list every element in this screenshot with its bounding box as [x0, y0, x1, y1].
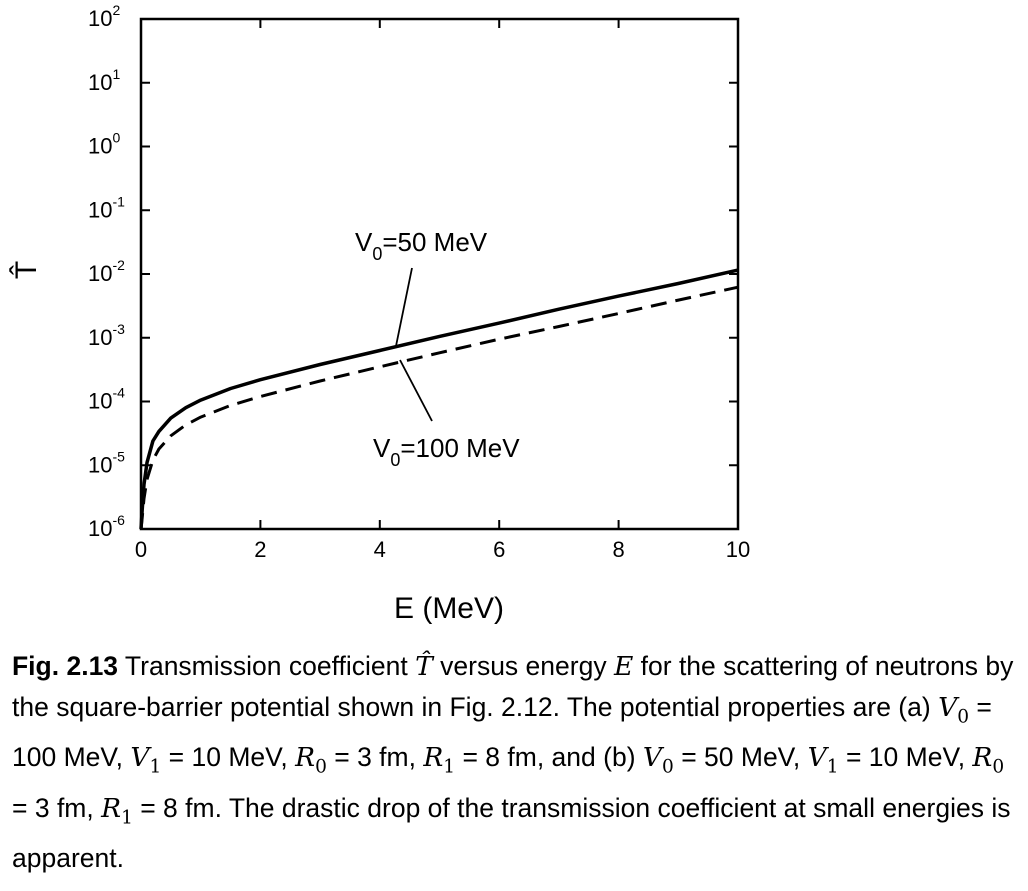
- series-label-v0-100: V0=100 MeV: [373, 433, 520, 470]
- y-tick-label: 102: [88, 2, 120, 31]
- leader-line-v0-50: [395, 267, 413, 347]
- y-tick-label: 10-5: [88, 448, 125, 477]
- x-axis-ticks: 0 2 4 6 8 10: [135, 19, 750, 562]
- y-tick-label: 10-3: [88, 321, 125, 350]
- leader-line-v0-100: [399, 359, 433, 422]
- series-layer: [139, 268, 739, 530]
- figure-caption: Fig. 2.13 Transmission coefficient T̂ ve…: [12, 651, 1014, 873]
- caption-fig-label: Fig. 2.13: [12, 651, 119, 681]
- x-tick-label: 2: [254, 537, 266, 562]
- x-tick-label: 6: [493, 537, 505, 562]
- x-tick-label: 8: [612, 537, 624, 562]
- series-line-v0-100: [139, 285, 739, 530]
- y-tick-label: 10-6: [88, 512, 125, 541]
- y-axis-title: T̂: [10, 261, 43, 279]
- y-tick-label: 10-1: [88, 193, 125, 222]
- x-tick-label: 4: [374, 537, 386, 562]
- x-tick-label: 0: [135, 537, 147, 562]
- y-tick-label: 10-4: [88, 385, 125, 414]
- y-tick-label: 100: [88, 130, 120, 159]
- series-label-v0-50: V0=50 MeV: [355, 227, 488, 264]
- chart: 0 2 4 6 8 10 10-610-510-410-310-210-110010110…: [10, 2, 750, 625]
- y-tick-label: 101: [88, 66, 120, 95]
- y-axis-ticks: 10-6 10-5 10-4 10-3 10-2 10-1 100 101 102: [88, 2, 738, 541]
- x-tick-label: 10: [726, 537, 750, 562]
- series-line-v0-50: [139, 268, 739, 530]
- x-axis-title: E (MeV): [394, 592, 504, 625]
- y-tick-label: 10-2: [88, 257, 125, 286]
